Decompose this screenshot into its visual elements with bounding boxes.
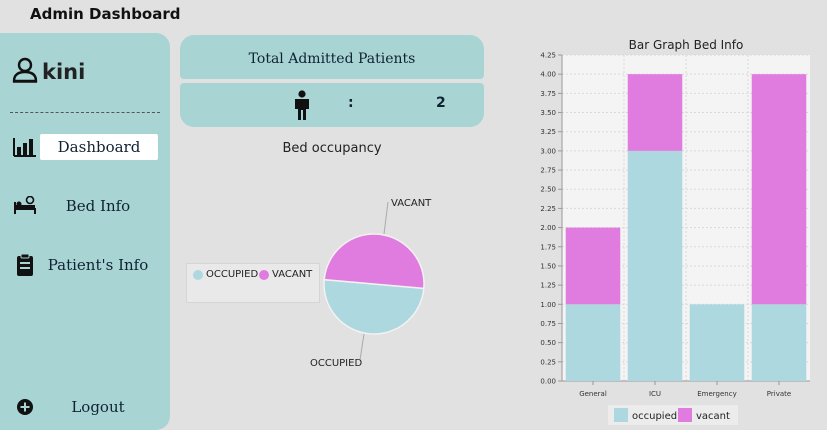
legend-label: OCCUPIED [206,269,259,280]
y-tick-label: 1.50 [540,262,556,270]
y-tick-label: 3.25 [540,128,556,136]
y-tick-label: 3.00 [540,147,556,155]
occupied-swatch [193,269,203,280]
y-tick-label: 1.25 [540,282,556,290]
clipboard-icon [12,252,38,278]
pie-title: Bed occupancy [282,141,382,156]
user-icon [12,57,38,87]
sidebar-item-label: Bed Info [65,197,131,215]
pie-slice-vacant [323,233,425,290]
sidebar-item-bed-info[interactable]: Bed Info [12,192,162,220]
pie-slice-occupied [323,278,425,335]
person-icon [292,90,312,124]
pie-leader-occupied [359,333,365,361]
bar-occupied-icu [627,150,683,381]
y-tick-label: 4.25 [540,52,556,60]
patient-count: 2 [436,95,446,111]
x-tick-label: Private [767,390,791,398]
legend-box [608,405,738,425]
sidebar-item-label: Dashboard [40,134,158,160]
x-tick-label: General [579,390,607,398]
user-profile: kini [12,55,85,89]
sidebar-item-label: Patient's Info [47,256,149,274]
total-patients-card: Total Admitted Patients [180,35,484,79]
bar-vacant-private [751,74,807,305]
y-tick-label: 0.25 [540,358,556,366]
card-title: Total Admitted Patients [248,51,416,67]
bed-icon [12,193,38,219]
legend-swatch-vacant [678,408,692,422]
bar-vacant-general [565,227,621,305]
bar-chart: Bar Graph Bed Info 0.00 0.25 0.50 0.75 1.00 1.… [540,38,810,425]
app-title: Admin Dashboard [30,5,181,23]
y-tick-label: 0.75 [540,320,556,328]
bar-legend: occupied vacant [608,405,738,425]
legend-swatch-occupied [614,408,628,422]
patient-count-card: : 2 [180,83,484,127]
sidebar: kini Dashboard Bed Info [0,33,170,430]
bar-chart-icon [12,134,38,160]
user-name: kini [42,60,86,84]
bar-occupied-emergency [689,304,745,381]
y-tick-label: 2.25 [540,205,556,213]
y-tick-label: 4.00 [540,71,556,79]
x-tick-label: ICU [649,390,661,398]
pie-label-occupied: OCCUPIED [310,358,363,369]
bar-occupied-private [751,304,807,381]
sidebar-item-dashboard[interactable]: Dashboard [12,133,162,161]
pie-leader-vacant [383,201,389,235]
sidebar-item-label: Logout [71,398,125,416]
separator: : [348,95,354,111]
y-tick-label: 2.00 [540,224,556,232]
y-tick-label: 1.75 [540,243,556,251]
pie-chart [323,201,425,361]
legend-label: VACANT [272,269,313,280]
pie-legend: OCCUPIED VACANT [186,263,320,303]
legend-item-vacant: VACANT [259,269,312,280]
bar-occupied-general [565,304,621,381]
legend-item-occupied: OCCUPIED [193,269,258,280]
vacant-swatch [259,269,269,280]
sidebar-item-patients-info[interactable]: Patient's Info [12,251,162,279]
legend-label-vacant: vacant [696,411,730,422]
y-tick-label: 1.00 [540,301,556,309]
y-tick-label: 2.75 [540,167,556,175]
logout-button[interactable]: Logout [12,393,162,421]
sidebar-divider [10,112,160,113]
legend-label-occupied: occupied [632,411,677,422]
y-tick-label: 3.75 [540,90,556,98]
y-tick-label: 2.50 [540,186,556,194]
x-tick-label: Emergency [697,390,736,398]
y-tick-label: 0.50 [540,339,556,347]
plus-circle-icon [12,394,38,420]
bar-vacant-icu [627,74,683,151]
bar-chart-title: Bar Graph Bed Info [629,38,744,52]
pie-label-vacant: VACANT [391,198,432,209]
y-tick-label: 0.00 [540,378,556,386]
y-tick-label: 3.50 [540,109,556,117]
